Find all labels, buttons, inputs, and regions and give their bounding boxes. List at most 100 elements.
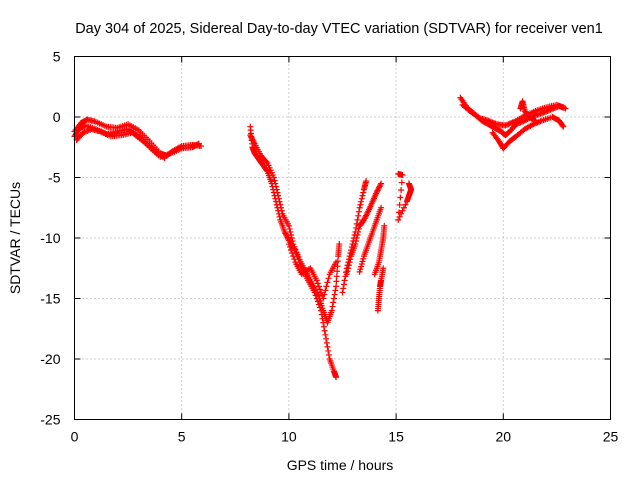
data-point (333, 283, 340, 290)
series-arc-7 (339, 178, 370, 296)
data-point (314, 280, 321, 287)
y-tick-label: 0 (53, 109, 61, 125)
data-point (322, 331, 329, 338)
data-point (322, 287, 329, 294)
data-point (343, 271, 350, 278)
data-point (357, 266, 364, 273)
data-point (321, 327, 328, 334)
data-point (321, 291, 328, 298)
x-tick-label: 5 (178, 429, 186, 445)
data-point (323, 283, 330, 290)
series-arc-15 (489, 114, 567, 152)
data-point (353, 224, 360, 231)
data-point (272, 180, 279, 187)
data-point (340, 281, 347, 288)
data-point (358, 195, 365, 202)
data-point (360, 189, 367, 196)
x-tick-label: 0 (71, 429, 79, 445)
data-point (357, 201, 364, 208)
data-point (277, 201, 284, 208)
data-point (562, 105, 569, 112)
data-point (340, 285, 347, 292)
data-point (320, 323, 327, 330)
data-point (276, 198, 283, 205)
data-point (355, 225, 362, 232)
data-point (358, 198, 365, 205)
data-point (339, 289, 346, 296)
data-point (288, 235, 295, 241)
data-point (274, 189, 281, 196)
data-point (286, 244, 293, 251)
data-point (399, 207, 406, 214)
y-tick-label: -25 (40, 412, 60, 428)
data-point (378, 180, 385, 187)
data-point (287, 228, 294, 235)
data-point (334, 268, 341, 275)
data-point (276, 213, 283, 220)
data-point (325, 347, 332, 354)
y-tick-label: -5 (48, 170, 61, 186)
data-point (354, 231, 361, 238)
data-point (313, 277, 320, 284)
data-point (363, 178, 370, 185)
data-point (291, 256, 298, 263)
data-point (289, 250, 296, 257)
data-point (333, 374, 340, 381)
data-point (320, 295, 327, 302)
data-point (323, 335, 330, 342)
data-point (318, 289, 325, 296)
data-point (288, 247, 295, 254)
series-arc-8 (343, 180, 385, 278)
data-point (380, 265, 387, 272)
axis-ticks: 0 5 10 15 20 25 5 0 -5 -10 -15 -20 -25 (40, 49, 618, 445)
series-arc-11 (374, 265, 387, 314)
data-point (531, 117, 538, 124)
data-point (353, 238, 360, 245)
series-arc-16 (517, 98, 539, 124)
data-point (345, 265, 352, 272)
data-point (285, 241, 292, 248)
data-point (316, 286, 323, 293)
data-point (333, 273, 340, 280)
data-point (396, 213, 403, 220)
grid (74, 56, 611, 420)
chart-title: Day 304 of 2025, Sidereal Day-to-day VTE… (75, 21, 603, 37)
y-tick-label: -20 (40, 351, 60, 367)
series-arc-10 (371, 222, 388, 278)
data-point (270, 174, 277, 181)
data-point (398, 210, 405, 217)
data-point (333, 278, 340, 285)
data-point (332, 287, 339, 294)
data-point (559, 122, 566, 129)
data-point (344, 268, 351, 275)
data-point (324, 343, 331, 350)
data-point (354, 216, 361, 223)
data-point (323, 339, 330, 346)
data-point (346, 259, 353, 266)
data-point (396, 201, 403, 208)
data-point (402, 201, 409, 208)
x-axis-label: GPS time / hours (287, 457, 394, 473)
data-point (273, 183, 280, 190)
data-point (333, 259, 340, 266)
data-point (356, 204, 363, 211)
data-point (325, 275, 332, 282)
data-point (358, 261, 365, 268)
data-point (330, 299, 337, 306)
data-point (378, 204, 385, 211)
data-point (329, 303, 336, 310)
data-point (560, 123, 567, 130)
data-point (353, 235, 360, 241)
data-point (360, 255, 367, 262)
data-point (324, 279, 331, 286)
data-point (295, 254, 302, 261)
data-point (352, 241, 359, 248)
data-point (355, 212, 362, 219)
data-point (294, 251, 301, 258)
data-point (293, 248, 300, 255)
series-arc-5 (247, 132, 343, 326)
data-point (271, 177, 278, 184)
x-tick-label: 15 (388, 429, 404, 445)
data-point (400, 204, 407, 211)
data-point (330, 295, 337, 302)
